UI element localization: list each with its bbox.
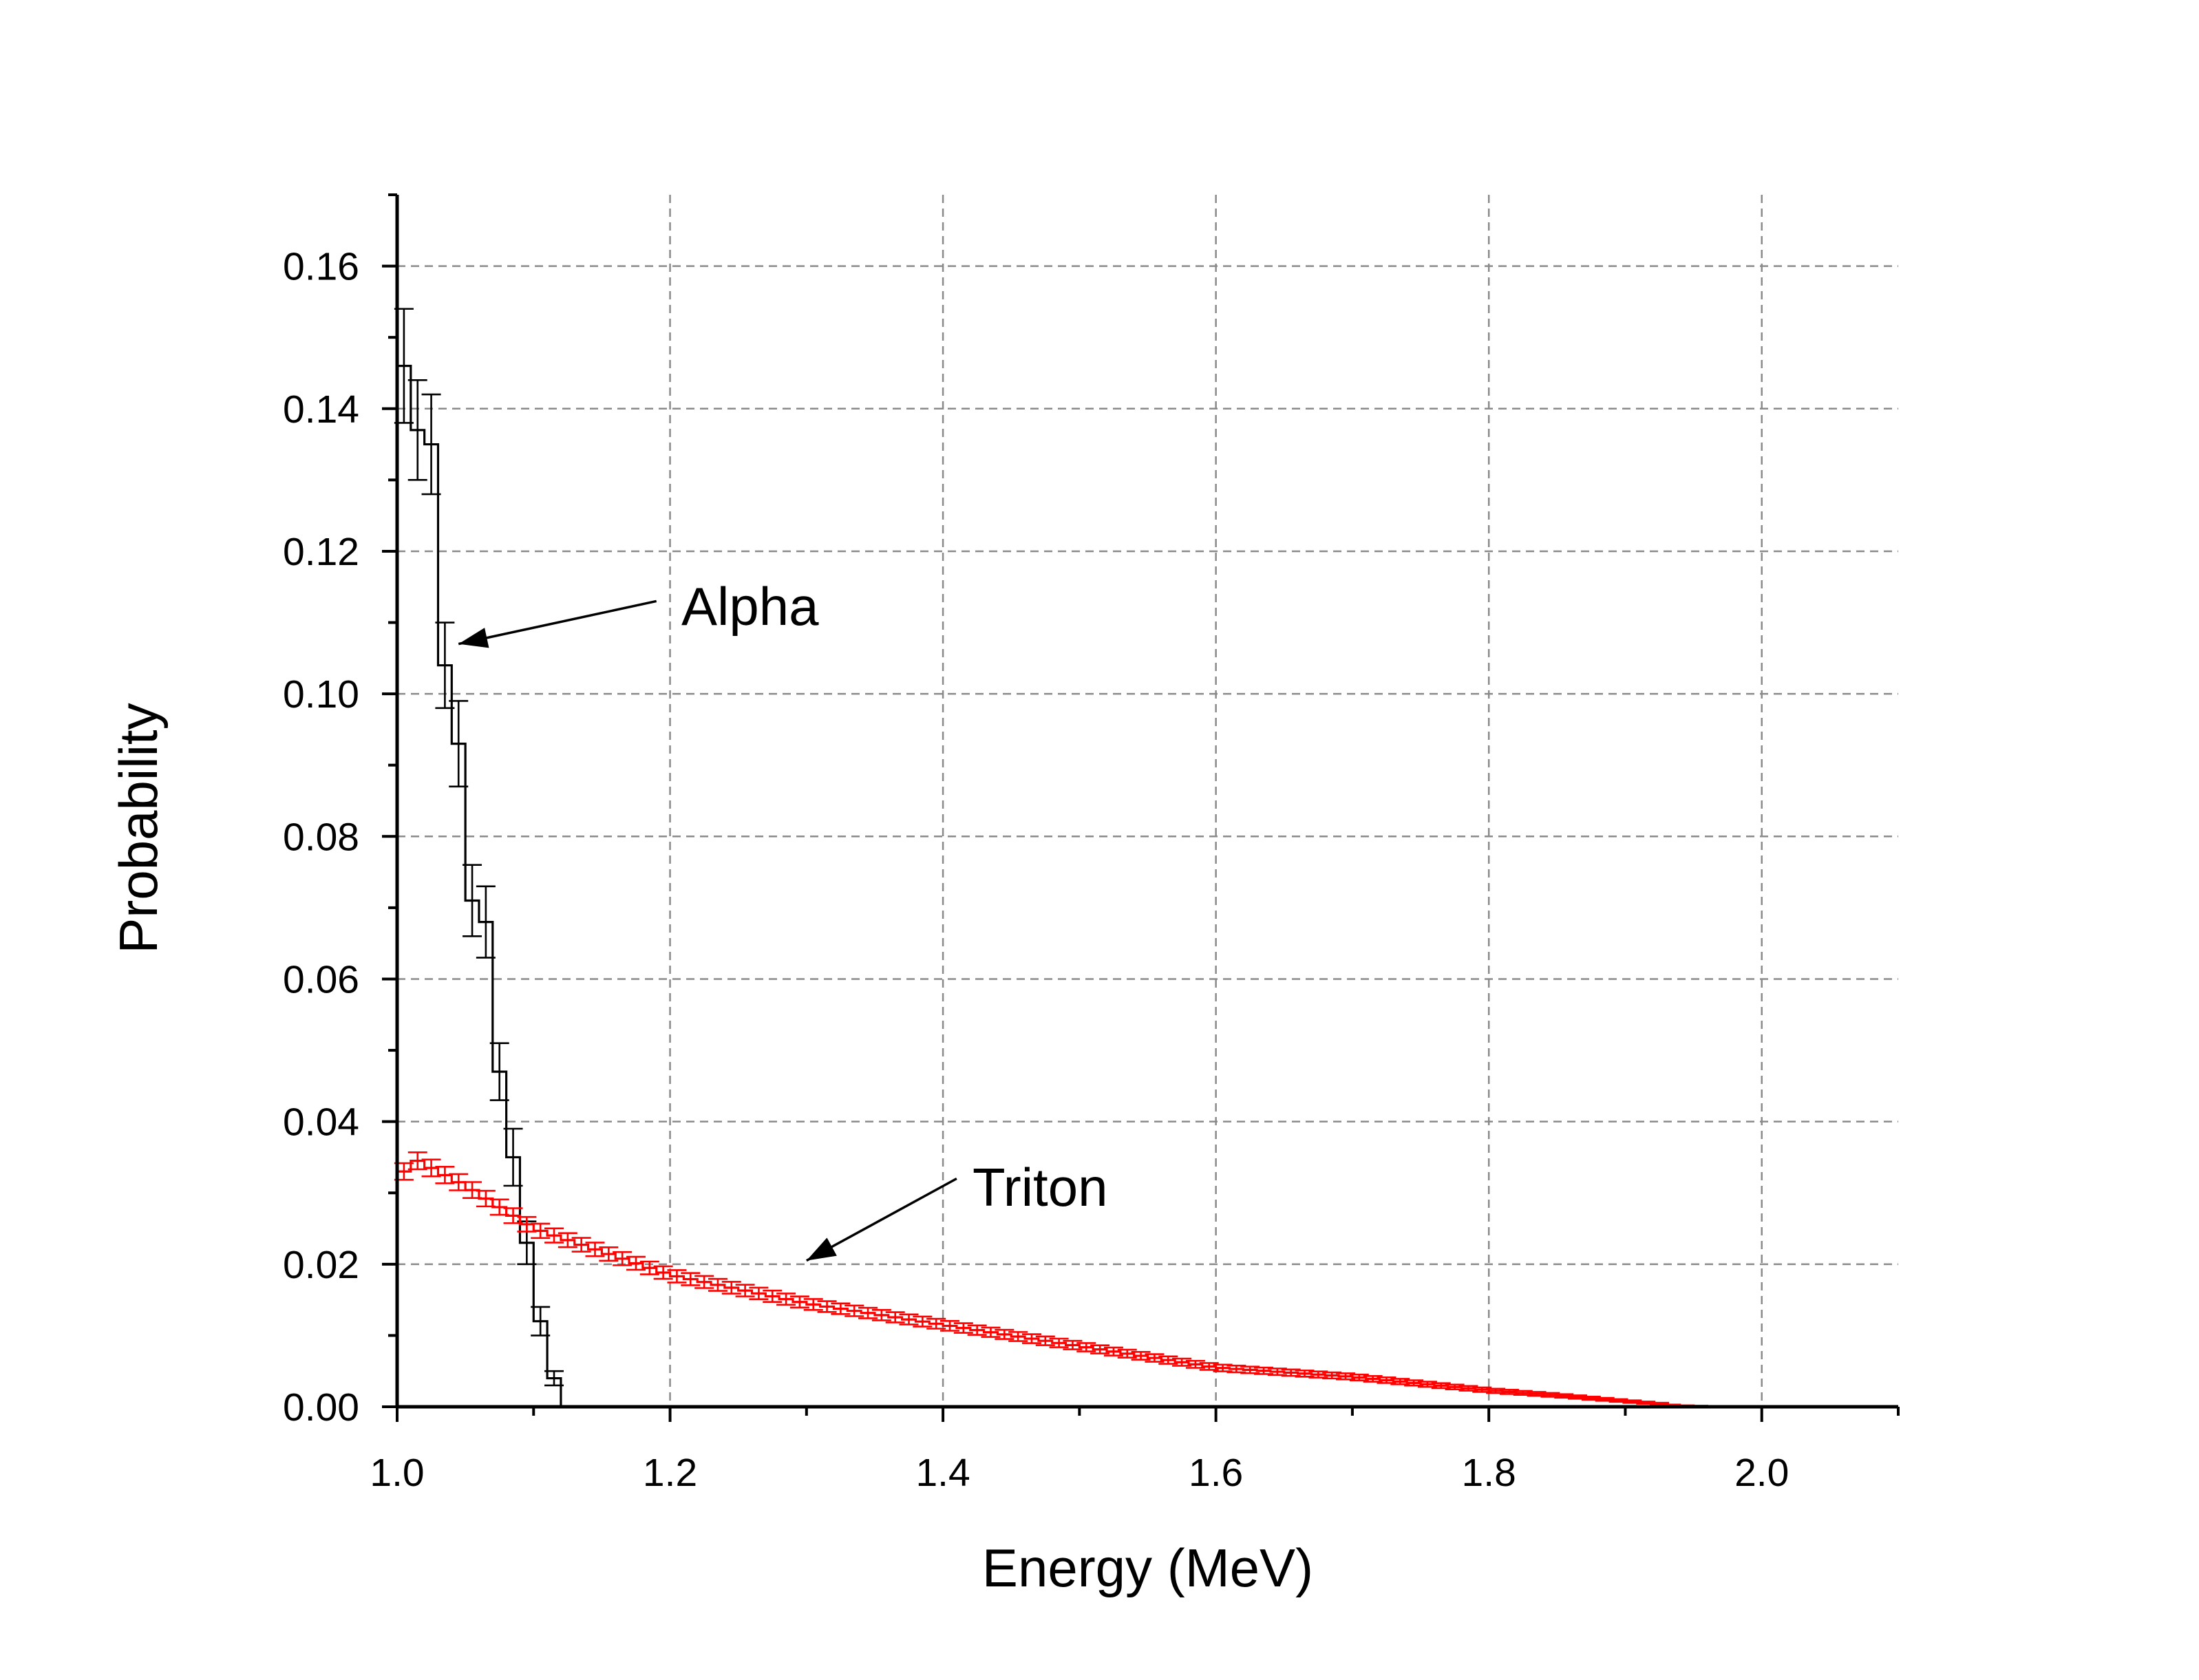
- triton-series: [394, 1151, 1736, 1408]
- y-tick-label: 0.12: [283, 530, 359, 574]
- x-tick-label: 1.8: [1462, 1451, 1516, 1495]
- y-tick-label: 0.08: [283, 815, 359, 859]
- y-tick-label: 0.14: [283, 387, 359, 432]
- alpha-annotation-label: Alpha: [681, 576, 819, 637]
- y-tick-label: 0.06: [283, 957, 359, 1001]
- x-axis-title: Energy (MeV): [982, 1538, 1313, 1598]
- x-tick-label: 1.2: [643, 1451, 697, 1495]
- y-tick-label: 0.04: [283, 1100, 359, 1145]
- triton-histogram-line: [396, 1160, 1736, 1408]
- triton-annotation-label: Triton: [973, 1157, 1108, 1218]
- grid: [397, 195, 1898, 1407]
- alpha-series: [394, 308, 575, 1408]
- y-tick-label: 0.02: [283, 1243, 359, 1287]
- y-tick-label: 0.16: [283, 245, 359, 289]
- y-axis-title: Probability: [108, 703, 169, 953]
- annotations: Alpha Triton: [458, 576, 1108, 1262]
- alpha-arrow-head: [458, 628, 489, 648]
- x-tick-label: 1.6: [1189, 1451, 1243, 1495]
- axes: [395, 195, 1898, 1409]
- y-tick-label: 0.10: [283, 672, 359, 716]
- ticks: 1.0 1.2 1.4 1.6 1.8 2.0 0.00 0.02 0.04 0.06 0.08 0.…: [283, 193, 1900, 1495]
- alpha-arrow-line: [458, 599, 657, 646]
- x-tick-label: 2.0: [1734, 1451, 1789, 1495]
- triton-arrow-head: [806, 1237, 837, 1261]
- alpha-histogram-line: [396, 365, 575, 1408]
- x-tick-label: 1.0: [370, 1451, 424, 1495]
- x-tick-label: 1.4: [915, 1451, 970, 1495]
- y-tick-label: 0.00: [283, 1385, 359, 1429]
